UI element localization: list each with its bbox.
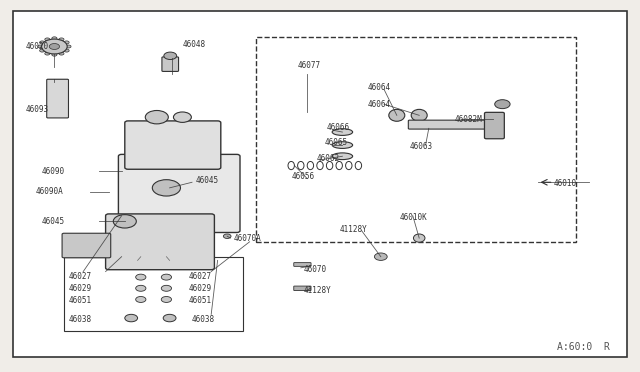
Text: 46020: 46020	[26, 42, 49, 51]
Circle shape	[52, 37, 57, 40]
Text: 46065: 46065	[325, 138, 348, 147]
Circle shape	[173, 112, 191, 122]
Text: 41128Y: 41128Y	[339, 225, 367, 234]
Circle shape	[374, 253, 387, 260]
Ellipse shape	[332, 129, 353, 135]
FancyBboxPatch shape	[256, 37, 576, 242]
Circle shape	[38, 45, 43, 48]
Text: A:60:0  R: A:60:0 R	[557, 341, 610, 352]
FancyBboxPatch shape	[47, 80, 68, 88]
Circle shape	[495, 100, 510, 109]
Circle shape	[66, 45, 71, 48]
Text: 46090: 46090	[42, 167, 65, 176]
Text: 46027: 46027	[189, 272, 212, 280]
Circle shape	[59, 52, 64, 55]
Ellipse shape	[332, 142, 353, 148]
FancyBboxPatch shape	[162, 57, 179, 71]
Text: 46038: 46038	[69, 315, 92, 324]
Text: 46064: 46064	[368, 83, 391, 92]
Text: 46070: 46070	[304, 265, 327, 274]
Ellipse shape	[412, 109, 428, 121]
Ellipse shape	[332, 153, 353, 160]
Text: 46066: 46066	[326, 123, 349, 132]
Circle shape	[113, 215, 136, 228]
FancyBboxPatch shape	[408, 120, 488, 129]
FancyBboxPatch shape	[47, 79, 68, 118]
Circle shape	[136, 296, 146, 302]
FancyBboxPatch shape	[64, 257, 243, 331]
Text: 46048: 46048	[182, 40, 205, 49]
Circle shape	[163, 314, 176, 322]
Text: 46093: 46093	[26, 105, 49, 114]
Text: 46029: 46029	[189, 284, 212, 293]
Text: 46038: 46038	[192, 315, 215, 324]
Circle shape	[45, 38, 50, 41]
Text: 46051: 46051	[189, 296, 212, 305]
Ellipse shape	[389, 109, 405, 121]
FancyBboxPatch shape	[13, 11, 627, 357]
Circle shape	[161, 296, 172, 302]
Circle shape	[40, 49, 45, 52]
Text: 46045: 46045	[42, 217, 65, 226]
FancyBboxPatch shape	[47, 108, 68, 116]
Circle shape	[125, 314, 138, 322]
Circle shape	[161, 285, 172, 291]
Text: 46029: 46029	[69, 284, 92, 293]
Text: 46010: 46010	[554, 179, 577, 187]
Text: 46010K: 46010K	[400, 213, 428, 222]
Circle shape	[136, 285, 146, 291]
Circle shape	[52, 53, 57, 56]
Text: 46051: 46051	[69, 296, 92, 305]
Circle shape	[64, 49, 69, 52]
Text: 46027: 46027	[69, 272, 92, 280]
FancyBboxPatch shape	[294, 263, 311, 266]
Circle shape	[161, 274, 172, 280]
Circle shape	[64, 41, 69, 44]
FancyBboxPatch shape	[106, 214, 214, 270]
Text: 46064: 46064	[368, 100, 391, 109]
Text: 46063: 46063	[410, 142, 433, 151]
Circle shape	[42, 39, 67, 54]
Text: 41128Y: 41128Y	[304, 286, 332, 295]
Circle shape	[45, 52, 50, 55]
Ellipse shape	[413, 234, 425, 242]
FancyBboxPatch shape	[47, 89, 68, 97]
Circle shape	[152, 180, 180, 196]
Circle shape	[136, 274, 146, 280]
Text: 46062: 46062	[317, 154, 340, 163]
Text: 46045: 46045	[195, 176, 218, 185]
FancyBboxPatch shape	[47, 98, 68, 106]
FancyBboxPatch shape	[125, 121, 221, 169]
Text: 46056: 46056	[291, 172, 314, 181]
Circle shape	[49, 44, 60, 49]
FancyBboxPatch shape	[484, 112, 504, 139]
FancyBboxPatch shape	[118, 154, 240, 232]
Circle shape	[40, 41, 45, 44]
Circle shape	[223, 234, 231, 238]
Text: 46077: 46077	[298, 61, 321, 70]
Text: 46082M: 46082M	[454, 115, 482, 124]
Circle shape	[164, 52, 177, 60]
FancyBboxPatch shape	[62, 233, 111, 258]
Circle shape	[59, 38, 64, 41]
FancyBboxPatch shape	[294, 286, 311, 291]
Text: 46070A: 46070A	[234, 234, 261, 243]
Text: 46090A: 46090A	[35, 187, 63, 196]
Circle shape	[145, 110, 168, 124]
